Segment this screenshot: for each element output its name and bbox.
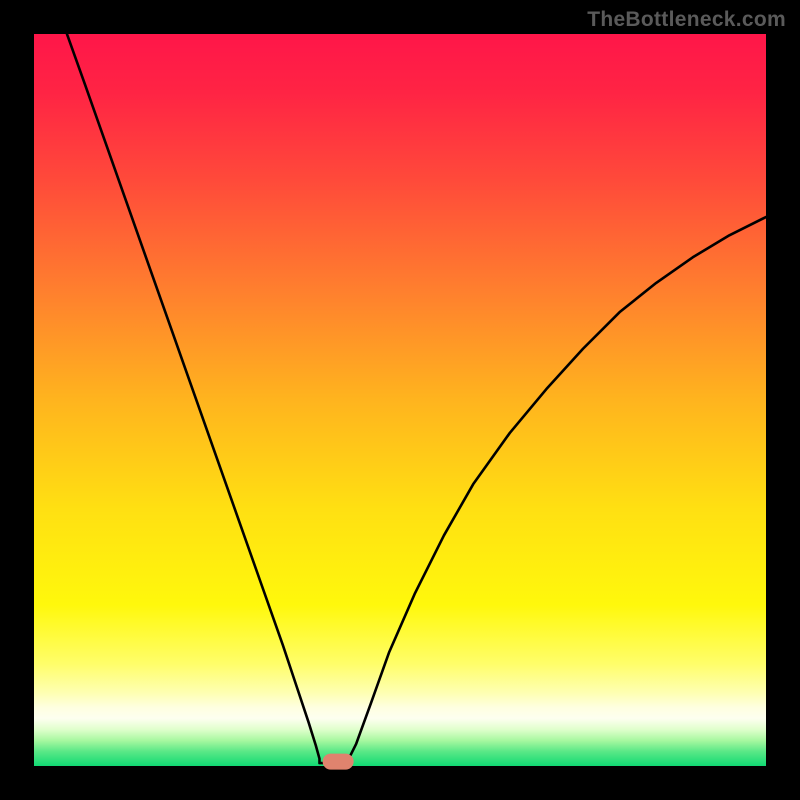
bottleneck-curve [67,34,766,763]
plot-area [34,34,766,766]
curve-layer [34,34,766,766]
attribution-text: TheBottleneck.com [587,8,786,32]
chart-container: TheBottleneck.com [0,0,800,800]
optimum-marker [322,753,353,770]
